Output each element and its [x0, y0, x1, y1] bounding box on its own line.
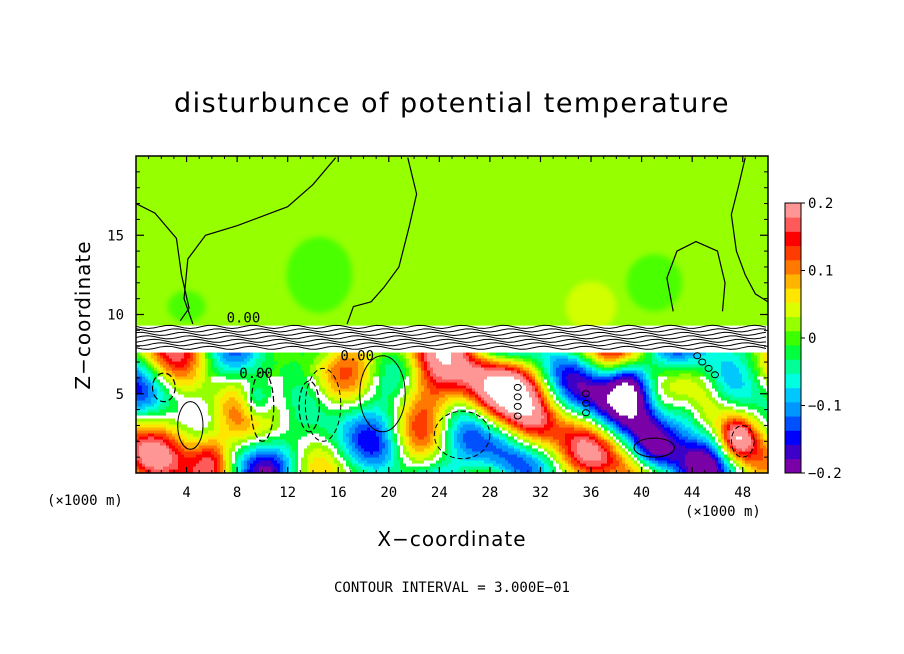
colorbar-swatch-4 [785, 401, 801, 417]
contour-ring-2 [359, 355, 406, 433]
x-tick-label-10: 44 [684, 485, 701, 501]
contour-lines [136, 157, 768, 460]
contour-line-4 [666, 240, 726, 312]
colorbar-swatch-13 [785, 274, 801, 289]
colorbar-swatch-2 [785, 430, 801, 445]
x-unit-left: (×1000 m) [47, 493, 123, 509]
inversion-band [136, 324, 768, 353]
colorbar-swatch-17 [785, 217, 801, 232]
x-tick-label-2: 12 [279, 485, 296, 501]
contour-dashed-1 [298, 380, 320, 433]
contour-label-1: 0.00 [340, 348, 374, 364]
contour-line-2 [346, 157, 418, 325]
x-tick-label-9: 40 [633, 485, 650, 501]
contour-line-1 [183, 157, 337, 325]
small-cell-contour-0 [513, 383, 522, 391]
contour-dashed-2 [151, 372, 176, 403]
contour-ring-0 [177, 401, 204, 450]
colorbar-swatch-16 [785, 231, 801, 247]
small-cell-contour-1 [513, 393, 522, 401]
y-tick-label-2: 15 [107, 228, 124, 244]
upper-anomaly-0 [286, 236, 353, 313]
x-tick-label-4: 20 [380, 485, 397, 501]
y-tick-label-1: 10 [107, 308, 124, 324]
colorbar-swatch-1 [785, 444, 801, 460]
colorbar-tick-label-4: −0.2 [808, 466, 842, 482]
small-cell-contour-8 [698, 358, 707, 366]
band-contour-5 [136, 328, 767, 333]
contour-ring-1 [304, 367, 342, 442]
x-tick-label-11: 48 [734, 485, 751, 501]
band-contour-3 [136, 335, 767, 340]
lower-field [136, 352, 768, 473]
contour-label-2: 0.00 [239, 366, 273, 382]
contour-interval-note: CONTOUR INTERVAL = 3.000E−01 [334, 580, 570, 596]
colorbar-swatch-3 [785, 416, 801, 431]
colorbar-swatch-11 [785, 302, 801, 318]
small-cell-contour-2 [513, 402, 522, 410]
colorbar-tick-label-2: 0 [808, 331, 816, 347]
colorbar-tick-label-0: 0.2 [808, 196, 833, 212]
contour-line-3 [730, 157, 768, 303]
x-axis: 4 8 12 16 20 24 28 32 36 40 44 48 [148, 156, 756, 501]
colorbar-swatch-8 [785, 345, 801, 360]
small-cell-contour-5 [581, 399, 590, 407]
small-cell-contour-6 [581, 409, 590, 417]
colorbar-swatch-0 [785, 458, 801, 474]
colorbar-swatch-10 [785, 316, 801, 332]
x-axis-label: X−coordinate [377, 527, 526, 551]
small-cell-contour-4 [581, 390, 590, 398]
x-tick-label-0: 4 [182, 485, 190, 501]
upper-anomaly-1 [565, 281, 617, 332]
upper-field [167, 236, 683, 332]
contour-ring-3 [433, 410, 491, 460]
colorbar-swatch-5 [785, 387, 801, 403]
band-contour-6 [136, 324, 767, 329]
chart-title: disturbunce of potential temperature [174, 88, 730, 119]
colorbar-swatch-18 [785, 203, 801, 218]
x-tick-label-7: 32 [532, 485, 549, 501]
contour-ring-4 [633, 437, 675, 458]
small-cell-contour-3 [513, 412, 522, 420]
colorbar-swatch-14 [785, 259, 801, 275]
colorbar-swatch-7 [785, 359, 801, 374]
x-unit-right: (×1000 m) [685, 504, 761, 520]
x-tick-label-5: 24 [431, 485, 448, 501]
x-tick-label-3: 16 [330, 485, 347, 501]
colorbar-swatch-12 [785, 288, 801, 303]
small-cell-contour-9 [704, 364, 713, 372]
y-tick-label-0: 5 [116, 387, 124, 403]
colorbar-tick-label-1: 0.1 [808, 264, 833, 280]
colorbar-swatch-9 [785, 330, 801, 346]
small-cell-contour-7 [693, 352, 702, 360]
y-axis: 5 10 15 [107, 171, 768, 458]
upper-anomaly-2 [626, 254, 683, 312]
band-contour-4 [136, 331, 767, 336]
contour-label-0: 0.00 [227, 310, 261, 326]
plot-area: 0.00 0.00 0.00 [136, 156, 768, 473]
small-cell-contour-10 [710, 371, 719, 379]
x-tick-label-6: 28 [481, 485, 498, 501]
colorbar-tick-label-3: −0.1 [808, 399, 842, 415]
colorbar: 0.2 0.1 0 −0.1 −0.2 [784, 196, 842, 482]
band-contour-0 [136, 345, 767, 350]
contour-dashed-0 [250, 370, 275, 442]
colorbar-swatch-6 [785, 373, 801, 389]
colorbar-swatch-15 [785, 245, 801, 261]
y-axis-label: Z−coordinate [71, 240, 95, 389]
band-contour-1 [136, 342, 767, 347]
contour-ring-5 [730, 424, 755, 458]
contour-labels: 0.00 0.00 0.00 [227, 310, 374, 381]
band-contour-2 [136, 338, 767, 343]
x-tick-label-1: 8 [233, 485, 241, 501]
x-tick-label-8: 36 [583, 485, 600, 501]
